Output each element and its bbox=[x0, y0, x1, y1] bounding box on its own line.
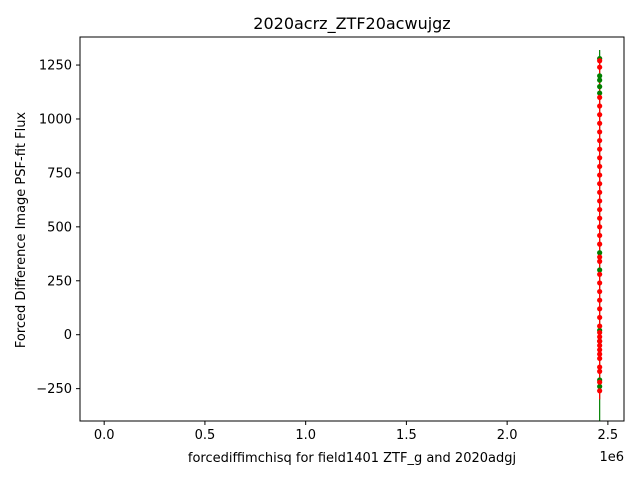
data-point-series-1 bbox=[597, 288, 603, 295]
data-point-series-0 bbox=[597, 84, 603, 90]
data-point-series-1 bbox=[597, 314, 603, 321]
y-axis: −250 0 250 500 750 1000 1250 bbox=[36, 59, 80, 397]
data-point-series-1 bbox=[597, 189, 603, 195]
data-point-series-1 bbox=[597, 306, 603, 312]
data-point-series-0 bbox=[597, 90, 603, 96]
data-point-series-0 bbox=[597, 250, 603, 256]
y-tick-label: 250 bbox=[47, 274, 72, 289]
chart-title: 2020acrz_ZTF20acwujgz bbox=[253, 14, 450, 34]
data-point-series-1 bbox=[597, 198, 603, 204]
data-point-series-1 bbox=[597, 215, 603, 221]
data-point-series-1 bbox=[597, 172, 603, 178]
x-tick-label: 1.5 bbox=[396, 428, 417, 443]
data-point-series-1 bbox=[597, 64, 603, 70]
data-point-series-1 bbox=[597, 351, 603, 357]
data-point-series-0 bbox=[597, 73, 603, 79]
data-point-series-1 bbox=[597, 163, 603, 170]
data-point-series-1 bbox=[597, 146, 603, 152]
data-point-series-1 bbox=[597, 137, 603, 144]
plot-area bbox=[597, 49, 603, 421]
data-point-series-1 bbox=[597, 379, 603, 385]
y-tick-label: 500 bbox=[47, 220, 72, 235]
y-tick-label: 750 bbox=[47, 166, 72, 181]
y-tick-label: 0 bbox=[64, 328, 72, 343]
data-point-series-1 bbox=[597, 355, 603, 362]
x-axis-offset-label: 1e6 bbox=[599, 450, 624, 465]
data-point-series-1 bbox=[597, 297, 603, 303]
x-tick-label: 2.5 bbox=[598, 428, 619, 443]
data-point-series-1 bbox=[597, 280, 603, 286]
x-tick-label: 2.0 bbox=[497, 428, 518, 443]
data-point-series-0 bbox=[597, 267, 603, 273]
x-tick-label: 0.5 bbox=[195, 428, 216, 443]
data-point-series-1 bbox=[597, 258, 603, 264]
data-point-series-1 bbox=[597, 112, 603, 118]
data-points bbox=[597, 55, 603, 394]
data-point-series-1 bbox=[597, 271, 603, 277]
data-point-series-1 bbox=[597, 120, 603, 126]
data-point-series-1 bbox=[597, 368, 603, 374]
data-point-series-1 bbox=[597, 232, 603, 239]
data-point-series-1 bbox=[597, 334, 603, 340]
x-tick-label: 0.0 bbox=[94, 428, 115, 443]
y-axis-label: Forced Difference Image PSF-fit Flux bbox=[14, 112, 29, 349]
y-tick-label: −250 bbox=[36, 382, 72, 397]
data-point-series-1 bbox=[597, 342, 603, 349]
data-point-series-1 bbox=[597, 94, 603, 101]
data-point-series-1 bbox=[597, 338, 603, 344]
x-axis: 0.0 0.5 1.0 1.5 2.0 2.5 bbox=[94, 421, 618, 443]
data-point-series-1 bbox=[597, 241, 603, 247]
y-tick-label: 1000 bbox=[39, 112, 72, 127]
data-point-series-1 bbox=[597, 388, 603, 394]
x-axis-label: forcediffimchisq for field1401 ZTF_g and… bbox=[188, 451, 516, 466]
data-point-series-1 bbox=[597, 129, 603, 135]
data-point-series-1 bbox=[597, 181, 603, 187]
data-point-series-1 bbox=[597, 58, 603, 64]
data-point-series-1 bbox=[597, 155, 603, 161]
data-point-series-1 bbox=[597, 347, 603, 353]
x-tick-label: 1.0 bbox=[295, 428, 316, 443]
data-point-series-1 bbox=[597, 364, 603, 370]
y-tick-label: 1250 bbox=[39, 59, 72, 74]
data-point-series-0 bbox=[597, 383, 603, 390]
data-point-series-0 bbox=[597, 77, 603, 83]
plot-frame bbox=[79, 36, 625, 422]
data-point-series-1 bbox=[597, 224, 603, 230]
data-point-series-1 bbox=[597, 103, 603, 109]
data-point-series-1 bbox=[597, 323, 603, 329]
data-point-series-1 bbox=[597, 254, 603, 260]
data-point-series-1 bbox=[597, 329, 603, 336]
data-point-series-1 bbox=[597, 206, 603, 213]
